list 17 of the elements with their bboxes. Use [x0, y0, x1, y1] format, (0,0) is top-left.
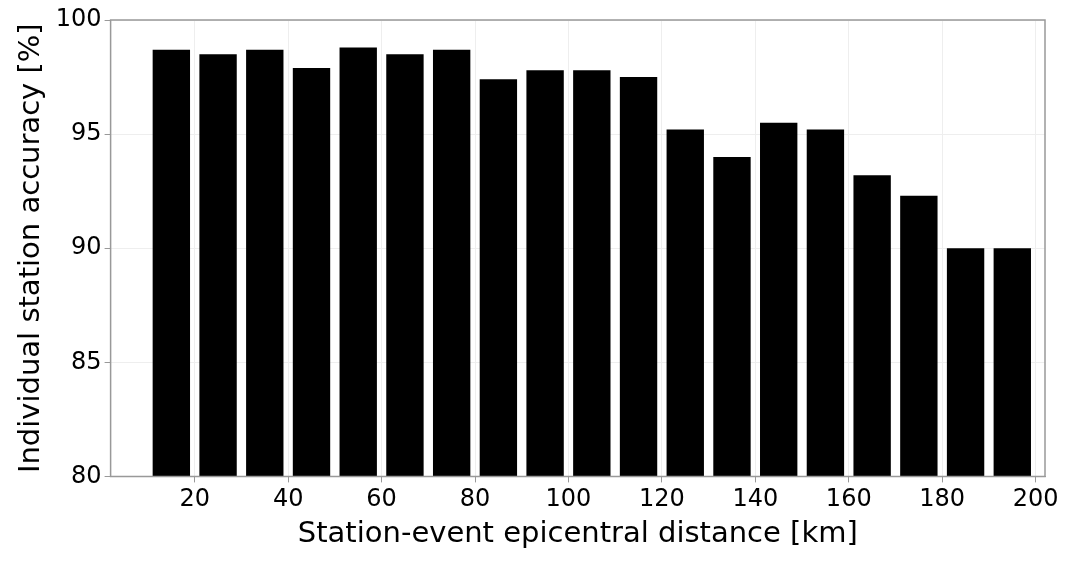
y-tick-label: 90: [71, 232, 102, 261]
x-tick-label: 140: [732, 484, 779, 513]
x-tick-label: 120: [638, 484, 685, 513]
y-tick-label: 85: [71, 346, 102, 375]
y-tick-label: 100: [55, 4, 102, 33]
x-tick-label: 60: [366, 484, 397, 513]
y-tick-label: 80: [71, 460, 102, 489]
x-tick-label: 160: [825, 484, 872, 513]
x-tick-label: 100: [545, 484, 592, 513]
x-tick-label: 40: [272, 484, 304, 513]
x-tick-label: 180: [919, 484, 966, 513]
x-tick-label: 20: [179, 484, 210, 513]
x-tick-label: 200: [1012, 484, 1059, 513]
x-tick-label: 80: [459, 484, 491, 513]
x-axis-title: Station-event epicentral distance [km]: [297, 515, 858, 550]
y-axis-title: Individual station accuracy [%]: [11, 23, 46, 474]
y-tick-label: 95: [71, 118, 102, 147]
